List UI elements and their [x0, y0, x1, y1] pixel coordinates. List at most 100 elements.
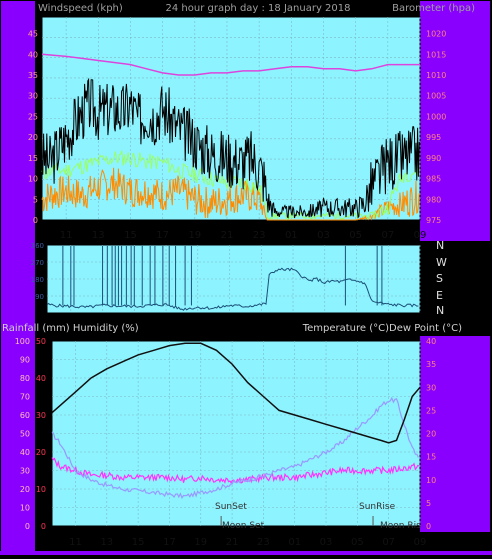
temperature-x-tick-label: 03 [320, 537, 333, 548]
rainfall-y-tick-label: 30 [36, 411, 46, 420]
barometer-y-tick-label: 975 [426, 216, 441, 225]
rain-humidity-axis-title: Rainfall (mm) Humidity (%) [2, 323, 139, 334]
humidity-y-tick-label: 10 [20, 504, 30, 513]
graph-title: 24 hour graph day : 18 January 2018 [166, 3, 351, 14]
rainfall-y-tick-label: 50 [36, 337, 46, 346]
wind-x-tick-label: 03 [317, 230, 330, 241]
temperature-x-tick-label: 19 [194, 537, 207, 548]
direction-panel-background [46, 244, 421, 314]
temperature-y-tick-label: 30 [426, 383, 436, 392]
barometer-series [41, 53, 420, 76]
temperature-x-tick-label: 07 [382, 537, 395, 548]
direction-labels: N W S E N [436, 239, 447, 317]
temperature-y-tick-label: 20 [426, 430, 436, 439]
humidity-y-tick-label: 70 [20, 393, 30, 402]
temperature-x-tick-label: 09 [414, 537, 427, 548]
barometer-axis-title: Barometer (hpa) [392, 3, 475, 14]
humidity-y-tick-label: 90 [20, 356, 30, 365]
wind-y-tick-label: 10 [28, 175, 38, 184]
barometer-y-tick-label: 1005 [426, 92, 446, 101]
temperature-y-tick-label: 0 [426, 522, 431, 531]
direction-y-tick-label: 180 [31, 276, 44, 284]
temp-dew-axis-title: Temperature (°C)Dew Point (°C) [302, 323, 462, 334]
temperature-y-tick-label: 5 [426, 499, 431, 508]
wind-x-tick-label: 15 [124, 230, 137, 241]
direction-y-tick-label: 90 [35, 293, 44, 301]
temperature-y-tick-label: 25 [426, 406, 436, 415]
humidity-y-tick-label: 50 [20, 430, 30, 439]
temperature-x-tick-label: 05 [351, 537, 364, 548]
wind-y-tick-label: 0 [33, 216, 38, 225]
temperature-x-tick-label: 21 [226, 537, 239, 548]
wind-y-tick-label: 25 [28, 112, 38, 121]
temperature-x-tick-label: 13 [100, 537, 113, 548]
barometer-y-tick-label: 995 [426, 133, 441, 142]
temperature-x-tick-label: 23 [257, 537, 270, 548]
wind-y-tick-label: 45 [28, 30, 38, 39]
temperature-x-tick-label: 11 [69, 537, 82, 548]
direction-label-s: S [436, 272, 443, 285]
humidity-y-tick-label: 60 [20, 411, 30, 420]
rainfall-y-tick-label: 20 [36, 448, 46, 457]
temperature-series [51, 342, 421, 444]
temperature-y-tick-label: 15 [426, 453, 436, 462]
wind-x-tick-label: 13 [92, 230, 105, 241]
sunrise-label: SunRise [359, 502, 396, 512]
humidity-y-tick-label: 30 [20, 467, 30, 476]
wind-x-tick-label: 05 [349, 230, 362, 241]
humidity-y-tick-label: 40 [20, 448, 30, 457]
wind-barometer-plot: 0510152025303540459759809859909951000100… [28, 16, 446, 241]
moonrise-label: Moon Ris [380, 521, 421, 531]
humidity-y-tick-label: 20 [20, 485, 30, 494]
temperature-x-tick-label: 15 [132, 537, 145, 548]
humidity-series [51, 396, 419, 500]
barometer-y-tick-label: 990 [426, 154, 441, 163]
humidity-y-tick-label: 0 [25, 522, 30, 531]
humidity-y-tick-label: 100 [15, 337, 30, 346]
wind-direction-plot: 360 270 180 90 [31, 242, 421, 314]
wind-x-tick-label: 11 [60, 230, 73, 241]
barometer-y-tick-label: 1020 [426, 30, 446, 39]
temperature-x-tick-label: 17 [163, 537, 176, 548]
astronomy-labels: SunSet Moon Set SunRise Moon Ris [215, 502, 421, 531]
wind-x-tick-label: 21 [221, 230, 234, 241]
wind-x-tick-label: 07 [381, 230, 394, 241]
rainfall-y-tick-label: 40 [36, 374, 46, 383]
humidity-y-tick-label: 80 [20, 374, 30, 383]
barometer-y-tick-label: 985 [426, 175, 441, 184]
barometer-y-tick-label: 1010 [426, 71, 446, 80]
wind-y-tick-label: 30 [28, 92, 38, 101]
moonset-label: Moon Set [222, 521, 265, 531]
direction-label-n-top: N [436, 239, 444, 252]
direction-series [46, 267, 419, 311]
direction-y-tick-label: 270 [31, 259, 44, 267]
barometer-y-tick-label: 1015 [426, 50, 446, 59]
gust-series [41, 77, 420, 219]
temperature-y-tick-label: 40 [426, 337, 436, 346]
windspeed-axis-title: Windspeed (kph) [38, 3, 123, 14]
wind-y-tick-label: 35 [28, 71, 38, 80]
wind-x-tick-label: 19 [188, 230, 201, 241]
temperature-y-tick-label: 10 [426, 476, 436, 485]
direction-label-n-bottom: N [436, 304, 444, 317]
temperature-y-tick-label: 35 [426, 360, 436, 369]
sunset-label: SunSet [215, 502, 247, 512]
wind-x-tick-label: 23 [253, 230, 266, 241]
direction-label-w: W [436, 256, 447, 269]
wind-y-tick-label: 20 [28, 133, 38, 142]
rainfall-y-tick-label: 10 [36, 485, 46, 494]
wind-x-tick-label: 01 [285, 230, 298, 241]
barometer-y-tick-label: 980 [426, 195, 441, 204]
direction-y-tick-label: 360 [31, 242, 44, 250]
barometer-y-tick-label: 1000 [426, 112, 446, 121]
direction-label-e: E [436, 289, 443, 302]
temperature-humidity-plot: 0102030405060708090100010203040500510152… [15, 337, 436, 548]
wind-y-tick-label: 15 [28, 154, 38, 163]
wind-x-tick-label: 17 [156, 230, 169, 241]
rainfall-y-tick-label: 0 [41, 522, 46, 531]
wind-x-tick-label: 09 [414, 230, 427, 241]
wind-y-tick-label: 5 [33, 195, 38, 204]
average-wind-series [41, 167, 420, 221]
